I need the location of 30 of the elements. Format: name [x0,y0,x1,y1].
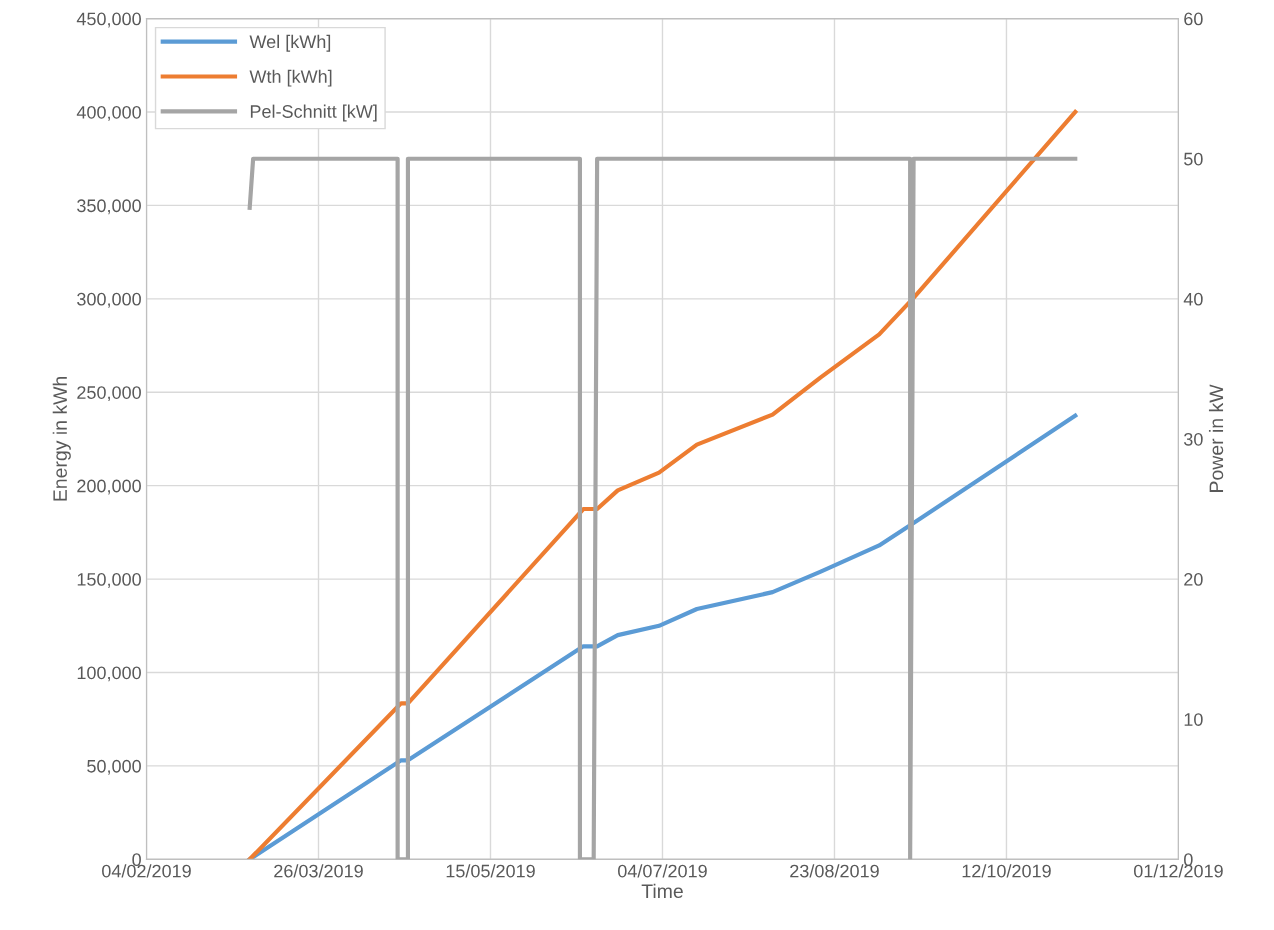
y2-axis-title: Power in kW [1208,384,1224,492]
x-tick-label: 04/02/2019 [102,864,191,878]
x-tick-label: 15/05/2019 [446,864,535,878]
y2-tick-label: 40 [1183,292,1203,306]
x-tick-label: 01/12/2019 [1133,864,1223,878]
y-tick-label: 50,000 [87,759,141,775]
y2-tick-label: 20 [1184,573,1203,586]
y2-tick-label: 60 [1184,12,1203,26]
line-series [247,413,1078,860]
y-tick-label: 200,000 [77,479,141,495]
legend-label: Wel [kWh] [249,34,331,52]
y2-tick-label: 30 [1184,432,1203,446]
x-tick-label: 23/08/2019 [790,864,879,878]
y2-tick-label: 50 [1184,152,1203,166]
legend-label: Wth [kWh] [249,69,332,87]
y-tick-label: 300,000 [77,292,141,308]
y-tick-label: 0 [132,853,141,867]
x-tick-label: 04/07/2019 [618,864,707,878]
y2-tick-label: 10 [1184,713,1203,726]
x-tick-label: 26/03/2019 [274,864,363,878]
x-tick-label: 12/10/2019 [962,864,1051,878]
y-tick-label: 100,000 [77,666,141,682]
y-tick-label: 150,000 [77,573,141,588]
x-axis-title: Time [641,883,683,899]
y-tick-label: 350,000 [77,199,141,215]
legend-label: Pel-Schnitt [kW] [250,104,377,122]
y-axis-title: Energy in kWh [52,377,71,501]
y-tick-label: 250,000 [77,386,141,402]
y-tick-label: 450,000 [76,12,141,28]
y-tick-label: 400,000 [76,105,141,121]
